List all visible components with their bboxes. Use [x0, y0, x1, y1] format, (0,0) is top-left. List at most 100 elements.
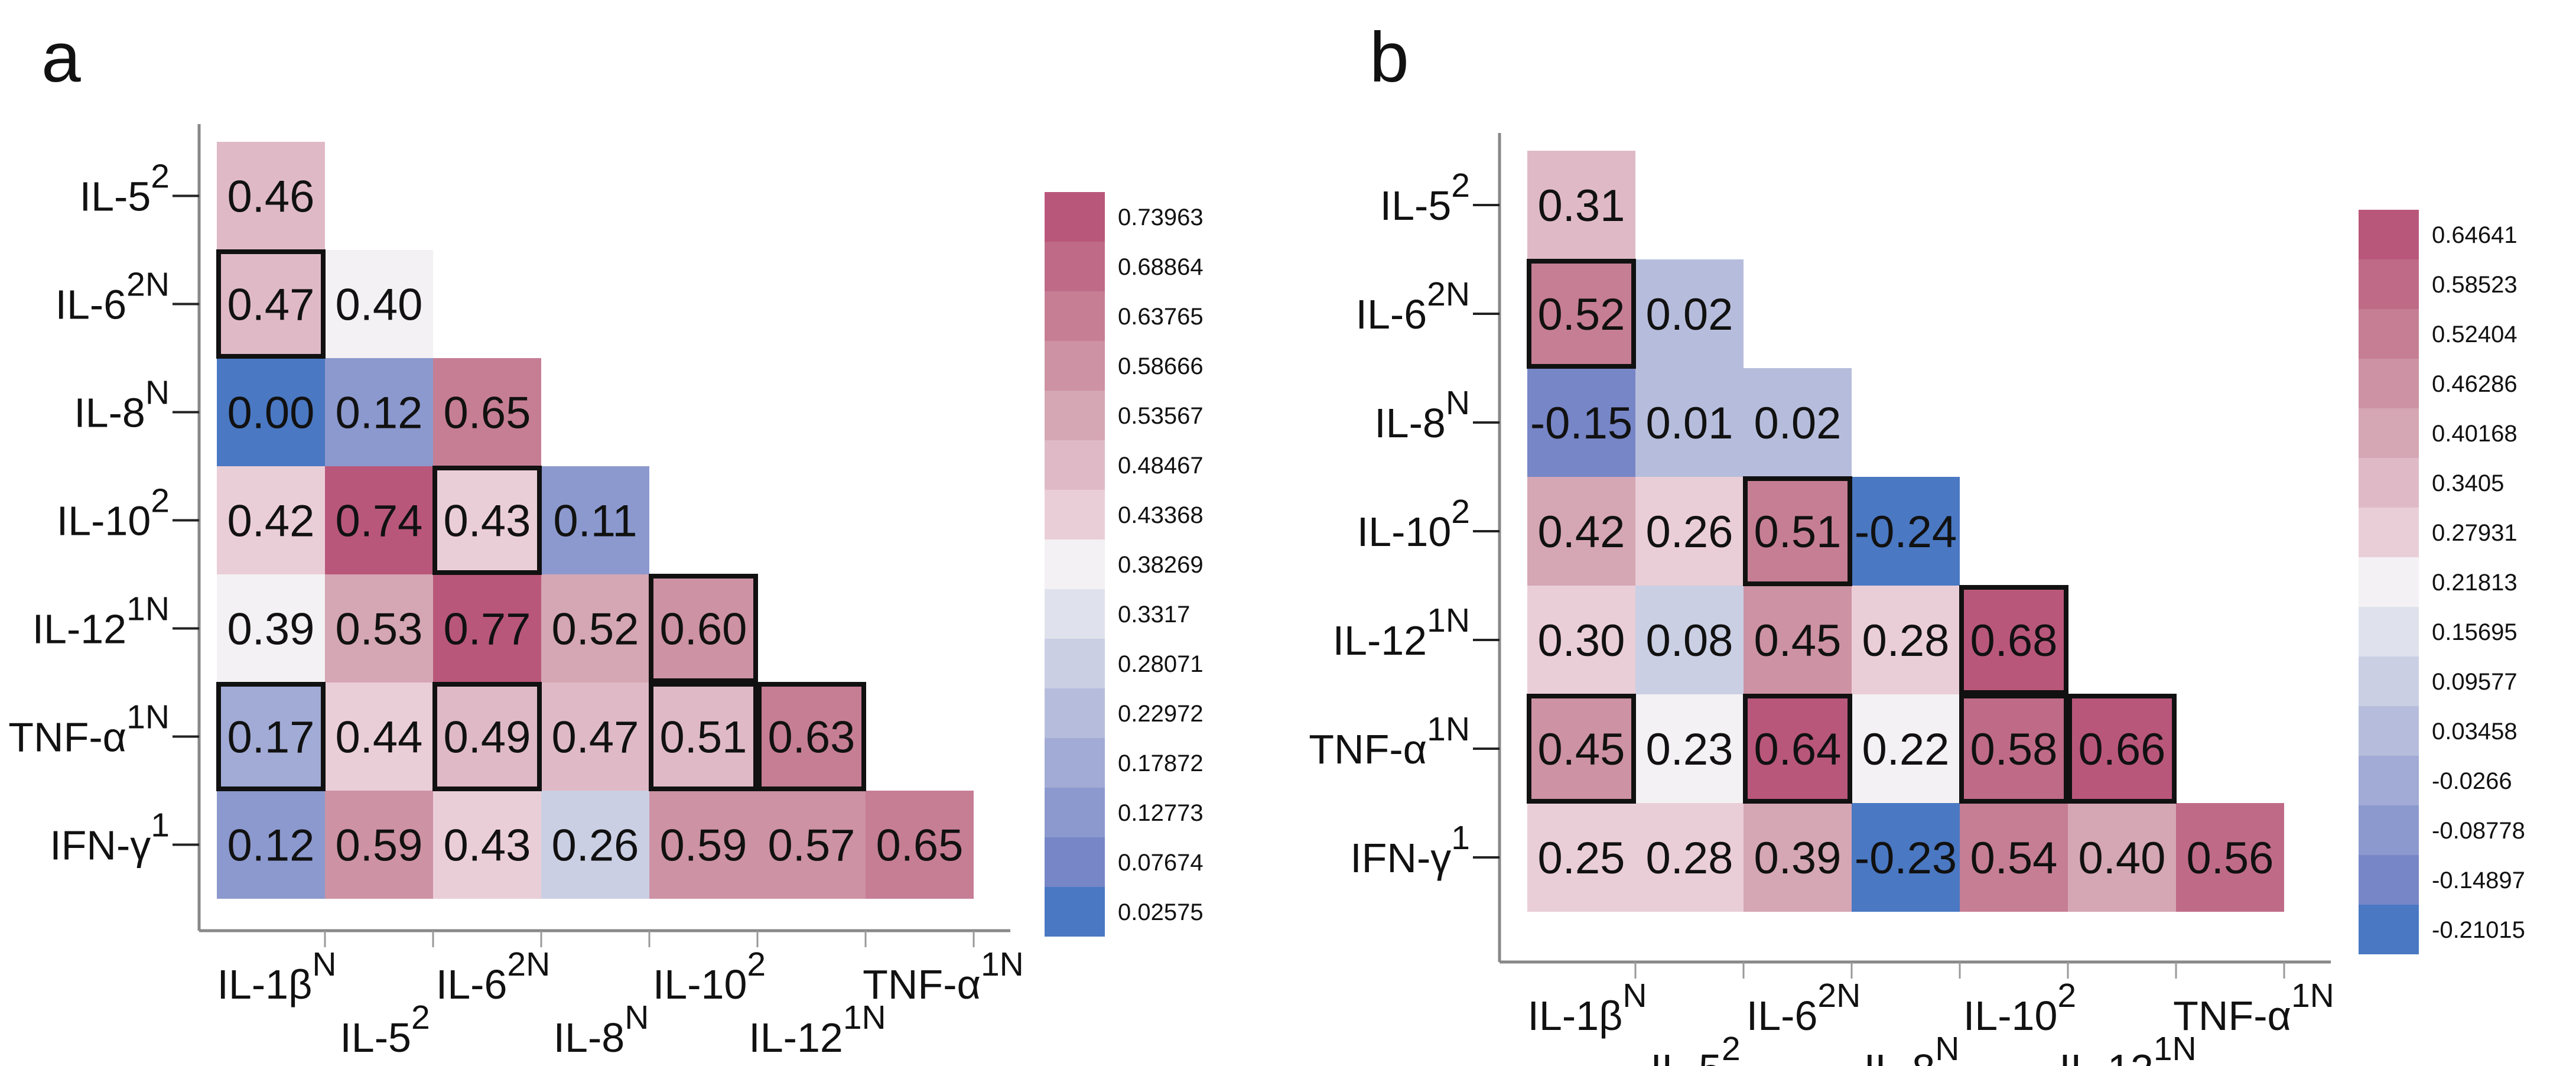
heatmap-b-cell-r4-c3 [1852, 586, 1960, 694]
heatmap-b-col-label-2-sup: 2N [1817, 977, 1861, 1015]
heatmap-b-legend-swatch-13 [2359, 855, 2419, 905]
heatmap-a-highlight-box-1 [432, 466, 542, 575]
heatmap-a-value-r4-c1: 0.53 [336, 604, 423, 655]
heatmap-b-col-label-1: IL-52 [1650, 1030, 1740, 1066]
heatmap-b-cell-r5-c4 [1960, 694, 2068, 803]
heatmap-a-row-label-2: IL-8N [74, 374, 170, 436]
heatmap-a-col-label-2-sup: 2N [507, 945, 550, 983]
heatmap-a-highlight-box-2 [649, 574, 758, 683]
heatmap-b-col-label-6-sup: 1N [2291, 977, 2334, 1015]
heatmap-b-legend-swatch-2 [2359, 309, 2419, 359]
heatmap-b-cell-r6-c2 [1744, 803, 1852, 912]
heatmap-a-legend-label-10: 0.22972 [1118, 701, 1204, 727]
heatmap-b-col-label-1-sup: 2 [1722, 1030, 1741, 1066]
heatmap-a-col-label-1: IL-52 [340, 999, 430, 1061]
heatmap-b-cell-r0-c0 [1527, 151, 1635, 259]
heatmap-b-col-label-5-sup: 1N [2154, 1030, 2197, 1066]
heatmap-a-col-label-6: TNF-α1N [863, 945, 1024, 1008]
heatmap-b-cell-r3-c3 [1852, 477, 1960, 586]
heatmap-b-cell-r4-c0 [1527, 586, 1635, 694]
heatmap-b: 0.31 0.52 0.02 -0.15 0.01 0.02 0.42 0.26 0.51 -0.… [1309, 133, 2525, 1066]
heatmap-a-row-label-4-base: IL-12 [32, 606, 127, 652]
heatmap-b-value-r3-c2: 0.51 [1754, 507, 1842, 557]
heatmap-b-row-label-2-base: IL-8 [1374, 400, 1446, 446]
heatmap-b-highlight-box-0 [1527, 259, 1636, 369]
heatmap-b-cell-r2-c0 [1527, 368, 1635, 477]
heatmap-a-row-label-0-base: IL-5 [80, 174, 151, 220]
heatmap-a-highlight-box-0 [216, 249, 326, 359]
heatmap-a-value-r3-c3: 0.11 [553, 496, 637, 547]
heatmap-a-legend-label-13: 0.07674 [1118, 850, 1204, 876]
heatmap-a-legend-swatch-0 [1045, 192, 1105, 242]
heatmap-a-cell-r5-c2 [433, 682, 541, 791]
heatmap-b-col-label-1-base: IL-5 [1650, 1046, 1722, 1066]
heatmap-b-value-r3-c3: -0.24 [1855, 507, 1957, 557]
heatmap-b-cell-r6-c6 [2176, 803, 2284, 912]
heatmap-b-row-label-0-base: IL-5 [1380, 183, 1452, 229]
heatmap-a-cell-r1-c1 [325, 250, 433, 358]
heatmap-b-value-r5-c4: 0.58 [1970, 724, 2058, 775]
heatmap-b-legend-label-3: 0.46286 [2432, 371, 2518, 397]
heatmap-a-cell-r6-c5 [757, 791, 866, 899]
heatmap-b-value-r4-c1: 0.08 [1646, 616, 1733, 666]
heatmap-b-highlight-box-1 [1743, 476, 1852, 586]
heatmap-b-value-r6-c2: 0.39 [1754, 833, 1842, 883]
heatmap-a-value-r3-c0: 0.42 [227, 496, 315, 547]
heatmap-a-legend-swatch-12 [1045, 788, 1105, 837]
heatmap-b-row-label-4-sup: 1N [1427, 602, 1470, 639]
heatmap-b-row-label-3-base: IL-10 [1357, 509, 1452, 555]
heatmap-b-cell-r3-c0 [1527, 477, 1635, 586]
heatmap-a-cell-r5-c3 [541, 682, 649, 791]
heatmap-b-value-r5-c2: 0.64 [1754, 724, 1842, 775]
heatmap-a-col-label-4-base: IL-10 [653, 961, 747, 1008]
heatmap-a-value-r2-c1: 0.12 [336, 388, 423, 438]
heatmap-a-col-label-3: IL-8N [554, 999, 649, 1061]
heatmap-a-col-label-0-sup: N [312, 945, 336, 983]
heatmap-a-col-label-3-sup: N [625, 999, 649, 1036]
heatmap-a-cell-r6-c6 [866, 791, 974, 899]
heatmap-a-row-label-3-base: IL-10 [57, 498, 151, 544]
heatmap-b-col-label-2-base: IL-6 [1746, 993, 1818, 1039]
heatmap-a-legend-swatch-8 [1045, 589, 1105, 639]
heatmap-b-col-label-4-base: IL-10 [1963, 993, 2058, 1039]
heatmap-a-cell-r3-c1 [325, 466, 433, 574]
heatmap-b-legend-swatch-12 [2359, 805, 2419, 855]
heatmap-b-value-r2-c1: 0.01 [1646, 398, 1733, 448]
heatmap-a-row-label-2-base: IL-8 [74, 390, 145, 436]
heatmap-a-value-r6-c6: 0.65 [876, 821, 964, 871]
heatmap-a-cell-r6-c1 [325, 791, 433, 899]
heatmap-b-col-label-3-base: IL-8 [1864, 1046, 1936, 1066]
heatmap-a-legend-swatch-2 [1045, 291, 1105, 341]
heatmap-b-legend-label-5: 0.3405 [2432, 470, 2504, 496]
heatmap-a-row-label-6: IFN-γ1 [50, 807, 170, 869]
heatmap-b-row-label-4: IL-121N [1333, 602, 1470, 664]
heatmap-b-col-label-4-sup: 2 [2057, 977, 2076, 1015]
heatmap-b-cell-r2-c1 [1635, 368, 1744, 477]
heatmap-a-value-r1-c1: 0.40 [336, 280, 423, 330]
heatmap-b-cell-r3-c2 [1744, 477, 1852, 586]
heatmap-b-value-r6-c4: 0.54 [1970, 833, 2058, 883]
heatmap-a-value-r4-c0: 0.39 [227, 604, 315, 655]
heatmap-b-col-label-3-sup: N [1935, 1030, 1959, 1066]
heatmap-a-value-r5-c0: 0.17 [227, 713, 315, 763]
heatmap-b-value-r3-c0: 0.42 [1538, 507, 1625, 557]
heatmap-a-value-r4-c4: 0.60 [660, 604, 747, 655]
heatmap-b-legend-swatch-0 [2359, 210, 2419, 259]
heatmap-a-value-r2-c2: 0.65 [444, 388, 531, 438]
heatmap-b-row-label-5-sup: 1N [1427, 710, 1470, 748]
heatmap-a-cell-r3-c2 [433, 466, 541, 574]
heatmap-a-col-label-4-sup: 2 [747, 945, 766, 983]
heatmap-a-value-r6-c1: 0.59 [336, 821, 423, 871]
heatmap-b-row-label-2: IL-8N [1374, 384, 1470, 446]
heatmap-a-row-label-0: IL-52 [80, 158, 170, 220]
heatmap-b-row-label-3: IL-102 [1357, 493, 1470, 555]
heatmap-b-cell-r6-c1 [1635, 803, 1744, 912]
heatmap-a-legend-label-8: 0.3317 [1118, 602, 1190, 628]
heatmap-b-row-label-1: IL-62N [1356, 275, 1471, 337]
heatmap-a-cell-r2-c2 [433, 358, 541, 466]
heatmap-b-legend-label-4: 0.40168 [2432, 421, 2518, 447]
heatmap-a-value-r2-c0: 0.00 [227, 388, 315, 438]
heatmap-a-col-label-6-sup: 1N [981, 945, 1024, 983]
heatmap-b-value-r4-c0: 0.30 [1538, 616, 1625, 666]
